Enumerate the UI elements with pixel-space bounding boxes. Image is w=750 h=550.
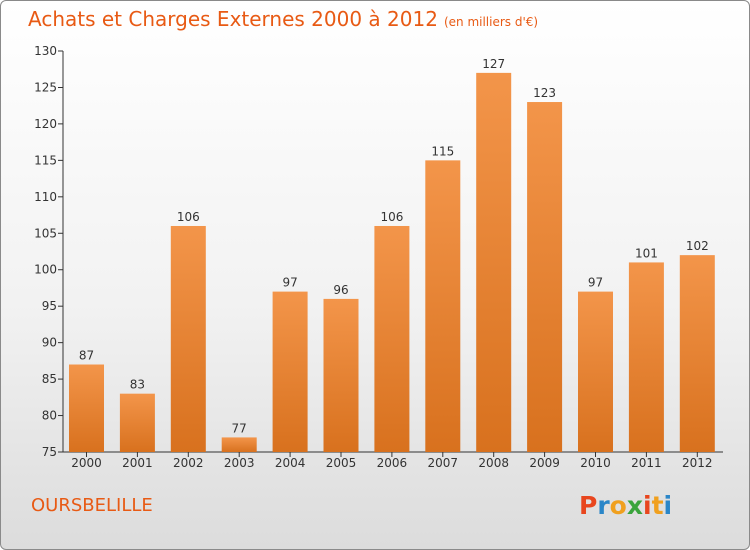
commune-name: OURSBELILLE	[31, 495, 153, 516]
data-label: 97	[282, 276, 297, 290]
logo-letter: t	[651, 491, 664, 520]
bar	[119, 393, 155, 452]
bar	[170, 225, 206, 452]
unit-note: (en milliers d'€)	[443, 15, 539, 29]
data-label: 77	[232, 421, 247, 435]
title-text: Achats et Charges Externes 2000 à 2012	[28, 7, 438, 31]
x-tick-label: 2009	[529, 456, 560, 470]
logo-letter: o	[609, 491, 627, 520]
x-tick-label: 2006	[377, 456, 408, 470]
bar	[425, 160, 461, 452]
logo-letter: i	[643, 491, 652, 520]
data-label: 106	[380, 210, 403, 224]
logo-letter: i	[663, 491, 673, 520]
data-label: 123	[533, 86, 556, 100]
x-tick-label: 2004	[275, 456, 306, 470]
data-label: 83	[130, 378, 145, 392]
x-tick-label: 2000	[71, 456, 102, 470]
y-tick-label: 85	[42, 372, 57, 386]
bar	[628, 262, 664, 452]
x-tick-label: 2005	[326, 456, 357, 470]
data-label: 115	[431, 144, 454, 158]
bar	[323, 298, 359, 452]
y-tick-label: 75	[42, 445, 57, 459]
y-tick-label: 80	[42, 409, 57, 423]
logo-letter: r	[597, 491, 610, 520]
y-tick-label: 115	[34, 153, 57, 167]
chart-title: Achats et Charges Externes 2000 à 2012 (e…	[28, 7, 538, 31]
y-tick-label: 130	[34, 44, 57, 58]
x-tick-label: 2008	[478, 456, 509, 470]
data-label: 106	[177, 210, 200, 224]
data-label: 127	[482, 57, 505, 71]
y-tick-label: 120	[34, 117, 57, 131]
x-tick-label: 2011	[631, 456, 662, 470]
y-tick-label: 90	[42, 336, 57, 350]
data-label: 96	[333, 283, 348, 297]
x-tick-label: 2010	[580, 456, 611, 470]
x-tick-label: 2012	[682, 456, 713, 470]
logo-letter: x	[626, 491, 643, 520]
bar	[578, 291, 613, 452]
bar	[679, 255, 715, 452]
x-tick-label: 2001	[122, 456, 153, 470]
y-tick-label: 105	[34, 226, 57, 240]
data-label: 101	[635, 246, 658, 260]
y-tick-label: 95	[42, 299, 57, 313]
data-label: 87	[79, 349, 94, 363]
x-tick-label: 2003	[224, 456, 255, 470]
data-label: 102	[686, 239, 709, 253]
bar	[374, 225, 410, 452]
logo-letter: P	[579, 491, 598, 520]
x-tick-label: 2007	[428, 456, 459, 470]
bar	[69, 364, 104, 452]
y-tick-label: 100	[34, 263, 57, 277]
proxiti-logo: Proxiti	[579, 491, 672, 520]
bar	[221, 437, 257, 452]
x-tick-label: 2002	[173, 456, 204, 470]
bar	[476, 72, 512, 452]
data-label: 97	[588, 276, 603, 290]
bar	[527, 102, 563, 452]
y-tick-label: 110	[34, 190, 57, 204]
bar	[272, 291, 308, 452]
y-tick-label: 125	[34, 80, 57, 94]
